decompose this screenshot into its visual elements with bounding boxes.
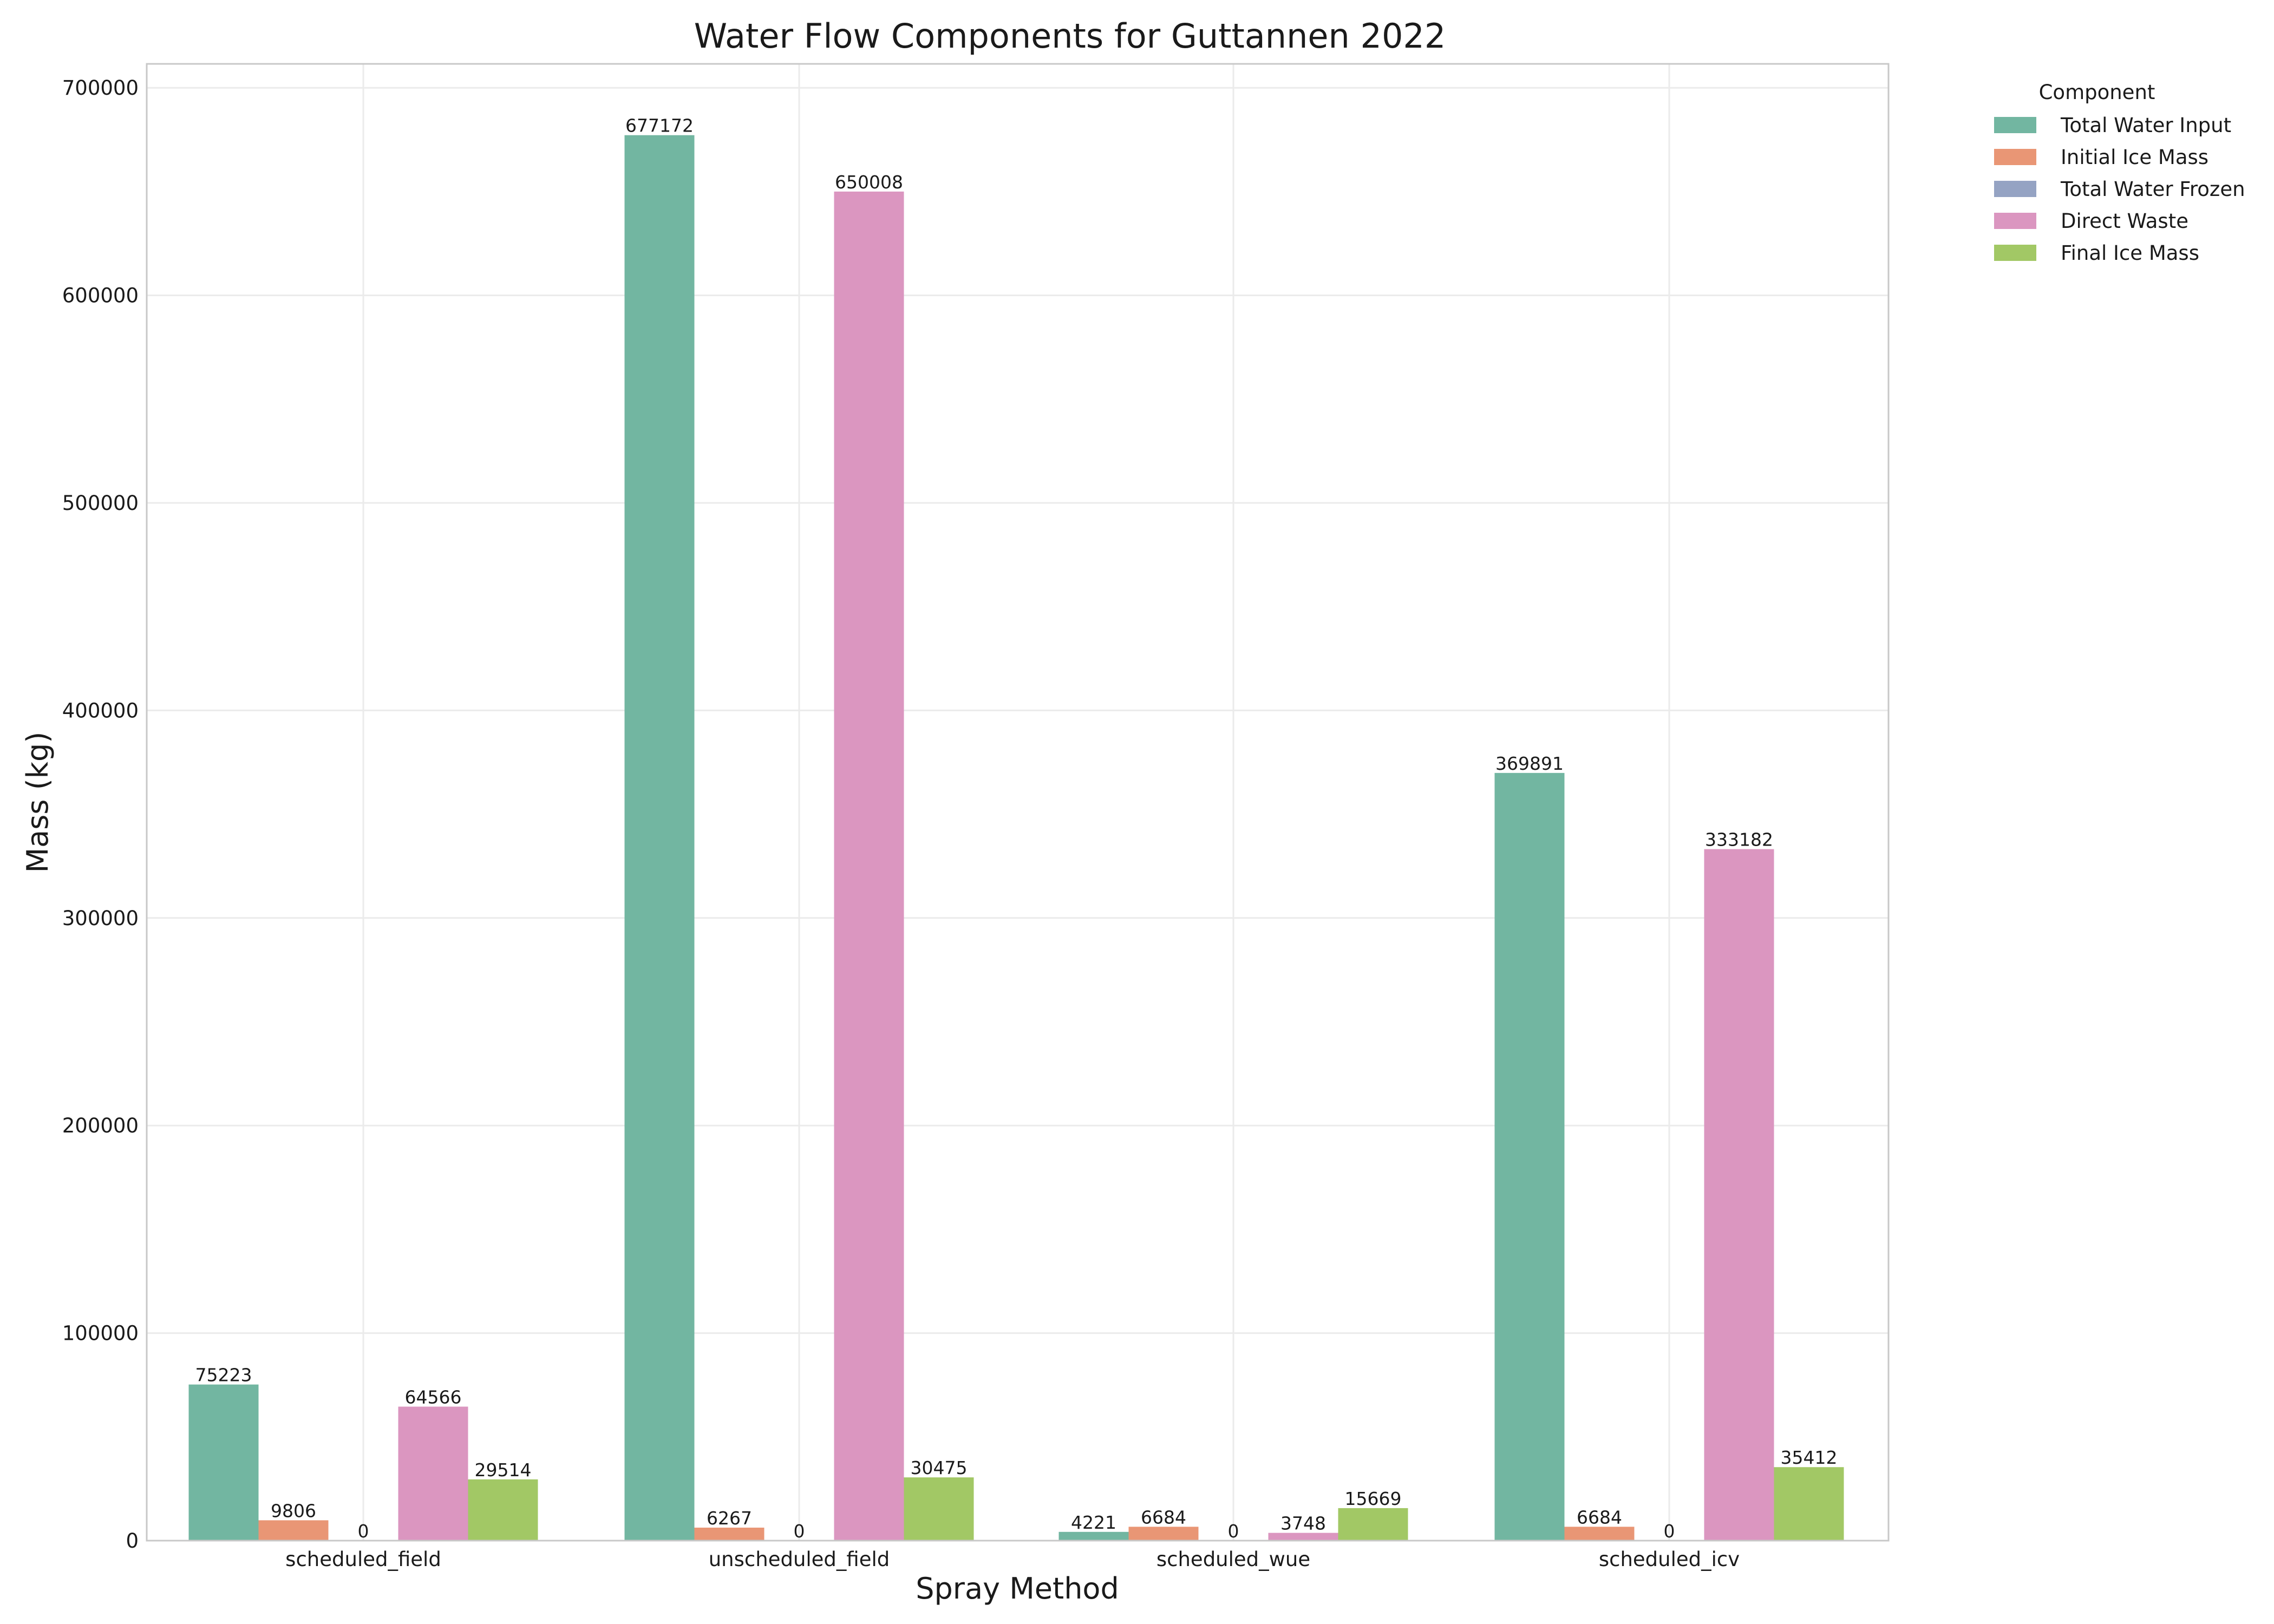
legend-item: Final Ice Mass — [1994, 241, 2199, 265]
bar-value-label: 0 — [1664, 1521, 1675, 1542]
bar-value-label: 3748 — [1280, 1513, 1326, 1534]
bar-value-label: 30475 — [911, 1457, 968, 1478]
legend: Component Total Water Input Initial Ice M… — [1994, 81, 2245, 265]
bar — [1128, 1527, 1199, 1541]
bar — [1774, 1467, 1844, 1541]
legend-label: Total Water Input — [2060, 114, 2231, 137]
legend-label: Final Ice Mass — [2061, 241, 2199, 265]
bar-value-label: 6684 — [1141, 1507, 1186, 1528]
bar-value-label: 15669 — [1345, 1488, 1402, 1509]
bar-value-label: 29514 — [475, 1459, 532, 1481]
legend-swatch — [1994, 245, 2036, 261]
data-labels: 75223 677172 4221 369891 9806 6267 6684 6684 0 0 0… — [195, 115, 1838, 1542]
y-axis-ticks: 0 100000 200000 300000 400000 500000 600000 700… — [62, 76, 139, 1553]
bar-value-label: 0 — [358, 1521, 369, 1542]
bars — [188, 135, 1844, 1541]
y-tick-label: 600000 — [62, 284, 139, 307]
bar — [1058, 1531, 1129, 1541]
bar — [1268, 1533, 1338, 1541]
y-tick-label: 500000 — [62, 492, 139, 515]
y-tick-label: 300000 — [62, 907, 139, 930]
plot-frame — [146, 63, 1890, 1542]
legend-label: Direct Waste — [2061, 209, 2188, 233]
legend-items: Total Water Input Initial Ice Mass Total W… — [1994, 114, 2245, 265]
bar — [1494, 772, 1565, 1541]
legend-swatch — [1994, 181, 2036, 197]
legend-item: Total Water Input — [1994, 114, 2231, 137]
bar — [694, 1527, 764, 1541]
bar — [1704, 849, 1774, 1541]
x-tick-label: unscheduled_field — [709, 1548, 890, 1571]
chart-title: Water Flow Components for Guttannen 2022 — [694, 16, 1446, 56]
x-tick-label: scheduled_field — [285, 1548, 441, 1571]
bar — [188, 1384, 259, 1541]
bar-value-label: 9806 — [271, 1500, 316, 1521]
y-axis-label: Mass (kg) — [21, 732, 55, 873]
legend-item: Total Water Frozen — [1994, 178, 2245, 201]
bar-value-label: 4221 — [1071, 1512, 1116, 1533]
bar-value-label: 369891 — [1495, 753, 1564, 774]
legend-label: Initial Ice Mass — [2061, 146, 2208, 169]
bar — [834, 191, 904, 1541]
legend-title: Component — [2039, 81, 2155, 104]
bar — [468, 1479, 538, 1541]
legend-swatch — [1994, 117, 2036, 133]
bar — [1338, 1508, 1408, 1541]
y-tick-label: 200000 — [62, 1114, 139, 1137]
bar-value-label: 0 — [1228, 1521, 1239, 1542]
bar-value-label: 6267 — [707, 1508, 752, 1529]
bar — [624, 135, 695, 1541]
bar-value-label: 0 — [794, 1521, 805, 1542]
y-tick-label: 700000 — [62, 76, 139, 100]
x-axis-ticks: scheduled_field unscheduled_field schedule… — [285, 1548, 1740, 1571]
x-tick-label: scheduled_wue — [1156, 1548, 1310, 1571]
bar-value-label: 677172 — [625, 115, 694, 136]
bar-value-label: 64566 — [405, 1386, 462, 1407]
y-tick-label: 100000 — [62, 1322, 139, 1345]
bar — [398, 1406, 468, 1541]
x-axis-label: Spray Method — [916, 1571, 1119, 1606]
x-tick-label: scheduled_icv — [1599, 1548, 1740, 1571]
legend-item: Initial Ice Mass — [1994, 146, 2208, 169]
legend-swatch — [1994, 213, 2036, 229]
grid — [147, 64, 1889, 1542]
bar-value-label: 650008 — [835, 172, 903, 193]
bar-value-label: 35412 — [1781, 1447, 1838, 1468]
legend-swatch — [1994, 149, 2036, 165]
bar — [258, 1520, 329, 1541]
bar-value-label: 6684 — [1577, 1507, 1622, 1528]
legend-item: Direct Waste — [1994, 209, 2188, 233]
bar-value-label: 75223 — [195, 1365, 252, 1386]
bar-value-label: 333182 — [1705, 829, 1773, 850]
legend-label: Total Water Frozen — [2060, 178, 2245, 201]
y-tick-label: 0 — [126, 1529, 139, 1553]
bar — [904, 1477, 974, 1541]
y-tick-label: 400000 — [62, 699, 139, 722]
bar — [1564, 1527, 1635, 1541]
